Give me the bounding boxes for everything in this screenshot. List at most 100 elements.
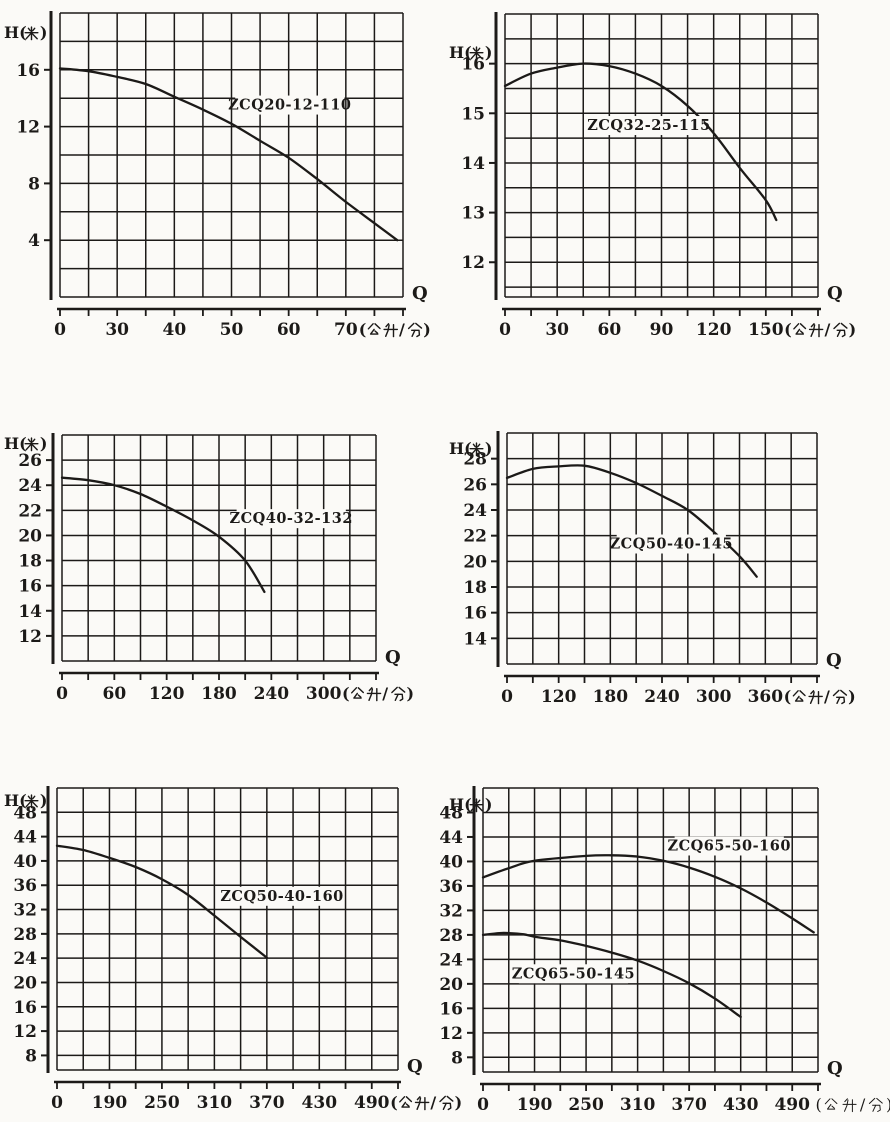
x-tick-label: 70 — [334, 320, 358, 340]
y-tick-label: 40 — [13, 852, 37, 872]
curve-zcq50-40-160 — [55, 844, 268, 959]
curve-label-zcq50-40-145: ZCQ50-40-145 — [610, 536, 733, 553]
y-axis-title: H( — [449, 439, 472, 458]
chart-canvas-zcq65-50: 48 44 40 36 32 28 24 20 16 12 8 H() 0 190 250 310 370 430… — [439, 786, 890, 1115]
y-axis-title: ) — [40, 23, 48, 42]
x-unit-label: ( — [342, 684, 350, 703]
y-axis-title-cjk — [24, 794, 39, 809]
curve-zcq32-25-115 — [503, 62, 778, 222]
curve-label-box — [236, 509, 346, 529]
y-axis: 48 44 40 36 32 28 24 20 16 12 8 — [439, 786, 476, 1075]
y-tick-label: 15 — [461, 104, 485, 124]
grid — [504, 13, 819, 298]
y-tick-label: 12 — [439, 1024, 463, 1044]
x-tick-label: 180 — [593, 687, 629, 707]
x-tick-label: 0 — [51, 1093, 63, 1113]
y-tick-label: 22 — [18, 501, 42, 521]
y-tick-label: 12 — [16, 118, 40, 138]
y-tick-label: 32 — [439, 901, 463, 921]
y-tick-label: 14 — [463, 629, 487, 649]
curve-zcq65-50-160 — [481, 854, 815, 934]
y-tick-label: 12 — [461, 253, 485, 273]
x-unit-label-cjk — [391, 686, 406, 702]
y-axis: 16 12 8 4 — [16, 11, 53, 300]
y-tick-label: 48 — [439, 803, 463, 823]
y-axis-title: H( — [4, 791, 27, 810]
y-axis-title: ) — [485, 795, 493, 814]
y-axis: 48 44 40 36 32 28 24 20 16 12 8 — [13, 786, 50, 1073]
y-tick-label: 8 — [25, 1046, 37, 1066]
x-tick-label: 150 — [748, 320, 784, 340]
y-tick-label: 16 — [13, 998, 37, 1018]
curve-label-zcq65-50-160: ZCQ65-50-160 — [668, 837, 791, 854]
x-unit-label: ) — [406, 684, 414, 703]
y-tick-label: 20 — [439, 975, 463, 995]
y-axis-title: ) — [40, 791, 48, 810]
x-tick-label: 120 — [696, 320, 732, 340]
y-tick-label: 24 — [18, 476, 42, 496]
curve-label-zcq50-40-160: ZCQ50-40-160 — [220, 888, 343, 905]
x-unit-label-cjk — [383, 323, 399, 338]
x-tick-label: 0 — [56, 684, 68, 704]
y-tick-label: 16 — [439, 999, 463, 1019]
pump-curve-chart-zcq40-32-132: 26 24 22 20 18 16 14 12 H() 0 60 120 180 240 300(/) Q ZC… — [0, 400, 445, 718]
y-tick-label: 28 — [13, 925, 37, 945]
x-tick-label: 0 — [477, 1095, 489, 1115]
x-tick-label: 240 — [254, 684, 290, 704]
x-tick-label: 310 — [197, 1093, 233, 1113]
chart-canvas-zcq50-40-160: 48 44 40 36 32 28 24 20 16 12 8 H() 0 190 250 310 370 430… — [4, 786, 462, 1113]
pump-curve-chart-zcq20-12-110: 16 12 8 4 H() 0 30 40 50 60 70(/) Q ZCQ20-12-110 — [0, 0, 445, 348]
curve-zcq40-32-132 — [60, 476, 266, 594]
curve-label-box — [227, 886, 337, 906]
x-tick-label: 250 — [568, 1095, 604, 1115]
q-axis-label: Q — [827, 1058, 843, 1079]
y-tick-label: 12 — [18, 627, 42, 647]
x-tick-label: 190 — [517, 1095, 553, 1115]
curve-label-box — [616, 534, 726, 554]
x-axis: 0 190 250 310 370 430 490 (/) — [477, 1082, 890, 1115]
y-tick-label: 36 — [13, 876, 37, 896]
y-tick-label: 13 — [461, 204, 485, 224]
x-unit-label: ) — [886, 1095, 890, 1114]
y-tick-label: 16 — [461, 55, 485, 75]
y-axis-title: H( — [449, 43, 472, 62]
q-axis-label: Q — [385, 647, 401, 668]
x-unit-label: ) — [849, 320, 857, 339]
x-unit-label: ) — [848, 687, 856, 706]
x-tick-label: 370 — [249, 1093, 285, 1113]
y-axis-title: ) — [485, 439, 493, 458]
x-unit-label-cjk — [842, 1098, 857, 1113]
chart-canvas-zcq32-25-115: 16 15 14 13 12 H() 0 30 60 90 120 150(/) Q ZCQ32-25-1… — [449, 12, 857, 340]
y-tick-label: 14 — [18, 602, 42, 622]
x-tick-label: 60 — [597, 320, 621, 340]
x-unit-label-cjk — [366, 687, 382, 702]
x-tick-label: 360 — [748, 687, 784, 707]
x-unit-label-cjk — [399, 1096, 413, 1108]
y-tick-label: 44 — [13, 828, 37, 848]
x-unit-label: ( — [816, 1095, 822, 1114]
x-unit-label: ( — [784, 687, 792, 706]
y-axis: 28 26 24 22 20 18 16 14 — [463, 431, 500, 667]
y-tick-label: 20 — [13, 973, 37, 993]
pump-curve-chart-zcq50-40-145: 28 26 24 22 20 18 16 14 H() 0 120 180 240 300 360(/) Q Z… — [445, 400, 890, 718]
x-tick-label: 190 — [92, 1093, 128, 1113]
x-unit-label-cjk — [832, 689, 848, 705]
y-tick-label: 18 — [18, 552, 42, 572]
y-tick-label: 20 — [463, 552, 487, 572]
q-axis-label: Q — [407, 1056, 423, 1077]
y-tick-label: 26 — [463, 475, 487, 495]
y-tick-label: 8 — [451, 1048, 463, 1068]
x-tick-label: 120 — [149, 684, 185, 704]
x-tick-label: 370 — [671, 1095, 707, 1115]
chart-canvas-zcq20-12-110: 16 12 8 4 H() 0 30 40 50 60 70(/) Q ZCQ20-12-110 — [4, 11, 431, 340]
x-unit-label-cjk — [439, 1095, 454, 1111]
y-tick-label: 16 — [463, 604, 487, 624]
y-axis-title: H( — [4, 23, 27, 42]
x-unit-label: ( — [784, 320, 792, 339]
x-axis: 0 60 120 180 240 300(/) — [56, 671, 414, 704]
x-unit-label-cjk — [824, 1098, 838, 1110]
x-tick-label: 60 — [277, 320, 301, 340]
q-axis-label: Q — [826, 650, 842, 671]
y-tick-label: 24 — [463, 501, 487, 521]
